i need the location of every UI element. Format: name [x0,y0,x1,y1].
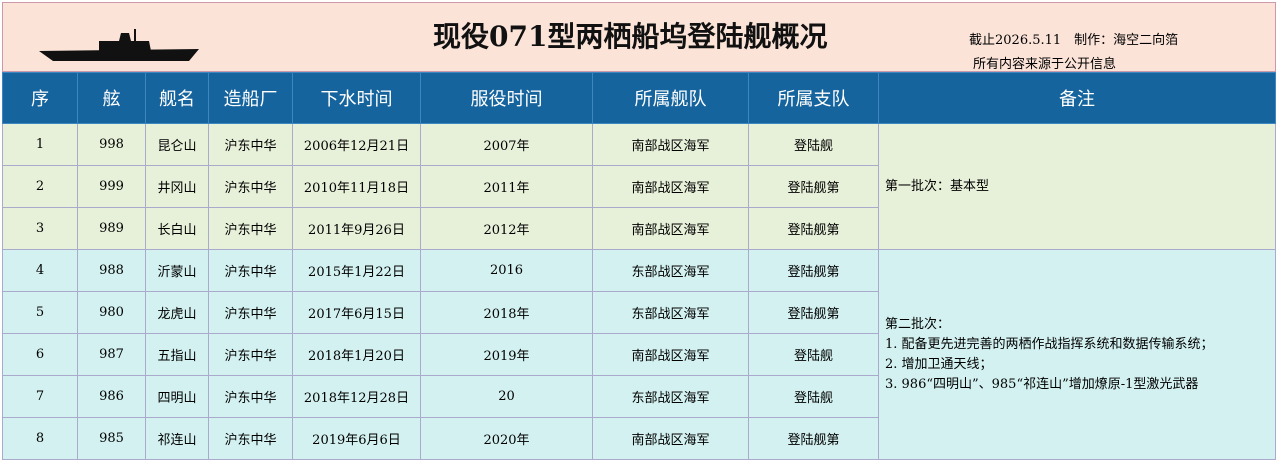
cell: 昆仑山 [145,123,209,166]
cell: 2018年12月28日 [292,375,421,418]
cell: 登陆舰 [748,333,879,376]
cell: 4 [2,249,78,292]
column-header: 下水时间 [292,72,421,124]
ship-icon [39,29,199,61]
column-header: 备注 [878,72,1276,124]
title: 现役071型两栖船坞登陆舰概况 [433,20,828,53]
remark-line: 2. 增加卫通天线； [885,356,993,372]
remark-cell: 第一批次：基本型 [878,123,1276,250]
cell: 2017年6月15日 [292,291,421,334]
table-row: 2 999 井冈山 沪东中华 2010年11月18日 2011年 南部战区海军 登陆舰第 [2,165,1276,208]
cell: 989 [77,207,146,250]
column-header: 所属支队 [748,72,879,124]
cell: 987 [77,333,146,376]
header: 现役071型两栖船坞登陆舰概况 截止2026.5.11 制作：海空二向箔 所有内… [2,2,1276,72]
column-header: 所属舰队 [592,72,749,124]
cell: 20 [420,375,593,418]
cell: 沪东中华 [208,207,293,250]
table-row: 8 985 祁连山 沪东中华 2019年6月6日 2020年 南部战区海军 登陆舰第 [2,417,1276,460]
cell: 沪东中华 [208,375,293,418]
cell: 沪东中华 [208,333,293,376]
cell: 南部战区海军 [592,207,749,250]
cell: 2011年 [420,165,593,208]
remark-cell: 第二批次： 1. 配备更先进完善的两栖作战指挥系统和数据传输系统； 2. 增加卫通天… [878,249,1276,460]
table-row: 3 989 长白山 沪东中华 2011年9月26日 2012年 南部战区海军 登陆舰第 [2,207,1276,250]
cell: 2015年1月22日 [292,249,421,292]
cell: 988 [77,249,146,292]
cell: 8 [2,417,78,460]
cell: 登陆舰 [748,375,879,418]
cell: 南部战区海军 [592,417,749,460]
cell: 7 [2,375,78,418]
cell: 南部战区海军 [592,333,749,376]
cell: 998 [77,123,146,166]
remark-line: 1. 配备更先进完善的两栖作战指挥系统和数据传输系统； [885,336,1214,352]
cell: 985 [77,417,146,460]
table: 序舷舰名 造船厂 下水时间 服役时间 所属舰队 所属支队 备注 1 998 昆仑山 沪东中华 200… [2,72,1276,460]
cell: 东部战区海军 [592,291,749,334]
cell: 2 [2,165,78,208]
cell: 3 [2,207,78,250]
cell: 长白山 [145,207,209,250]
cell: 5 [2,291,78,334]
cell: 2007年 [420,123,593,166]
cell: 2012年 [420,207,593,250]
credit: 截止2026.5.11 制作：海空二向箔 [969,33,1179,48]
cell: 2020年 [420,417,593,460]
cell: 2011年9月26日 [292,207,421,250]
cell: 南部战区海军 [592,123,749,166]
column-header: 序 [2,72,78,124]
cell: 龙虎山 [145,291,209,334]
cell: 东部战区海军 [592,249,749,292]
remark-line: 第一批次：基本型 [885,178,990,194]
table-row: 6 987 五指山 沪东中华 2018年1月20日 2019年 南部战区海军 登陆舰 [2,333,1276,376]
cell: 登陆舰第 [748,417,879,460]
cell: 祁连山 [145,417,209,460]
cell: 登陆舰第 [748,165,879,208]
cell: 2006年12月21日 [292,123,421,166]
column-header: 服役时间 [420,72,593,124]
cell: 6 [2,333,78,376]
cell: 999 [77,165,146,208]
column-header: 造船厂 [208,72,293,124]
cell: 2010年11月18日 [292,165,421,208]
column-header: 舰名 [145,72,209,124]
remark-line: 3. 986“四明山”、985“祁连山”增加燎原-1型激光武器 [885,376,1199,392]
cell: 沪东中华 [208,249,293,292]
cell: 沪东中华 [208,417,293,460]
cell: 沪东中华 [208,291,293,334]
cell: 四明山 [145,375,209,418]
cell: 2018年 [420,291,593,334]
cell: 2016 [420,249,593,292]
cell: 登陆舰第 [748,207,879,250]
cell: 井冈山 [145,165,209,208]
cell: 五指山 [145,333,209,376]
cell: 南部战区海军 [592,165,749,208]
cell: 沂蒙山 [145,249,209,292]
cell: 登陆舰 [748,123,879,166]
source: 所有内容来源于公开信息 [973,57,1117,72]
cell: 沪东中华 [208,123,293,166]
cell: 1 [2,123,78,166]
header-row: 序舷舰名 造船厂 下水时间 服役时间 所属舰队 所属支队 备注 [2,72,1276,124]
table-body: 1 998 昆仑山 沪东中华 2006年12月21日 2007年 南部战区海军 登陆舰 第一批次… [2,123,1276,460]
remark-line: 第二批次： [885,316,951,332]
cell: 东部战区海军 [592,375,749,418]
table-row: 4 988 沂蒙山 沪东中华 2015年1月22日 2016 东部战区海军 登陆舰第 第二批次：… [2,249,1276,460]
cell: 2018年1月20日 [292,333,421,376]
table-row: 5 980 龙虎山 沪东中华 2017年6月15日 2018年 东部战区海军 登陆舰第 [2,291,1276,334]
cell: 2019年 [420,333,593,376]
cell: 986 [77,375,146,418]
cell: 980 [77,291,146,334]
cell: 沪东中华 [208,165,293,208]
table-row: 1 998 昆仑山 沪东中华 2006年12月21日 2007年 南部战区海军 登陆舰 第一批次… [2,123,1276,250]
cell: 登陆舰第 [748,249,879,292]
column-header: 舷 [77,72,146,124]
cell: 2019年6月6日 [292,417,421,460]
cell: 登陆舰第 [748,291,879,334]
table-row: 7 986 四明山 沪东中华 2018年12月28日 20 东部战区海军 登陆舰 [2,375,1276,418]
